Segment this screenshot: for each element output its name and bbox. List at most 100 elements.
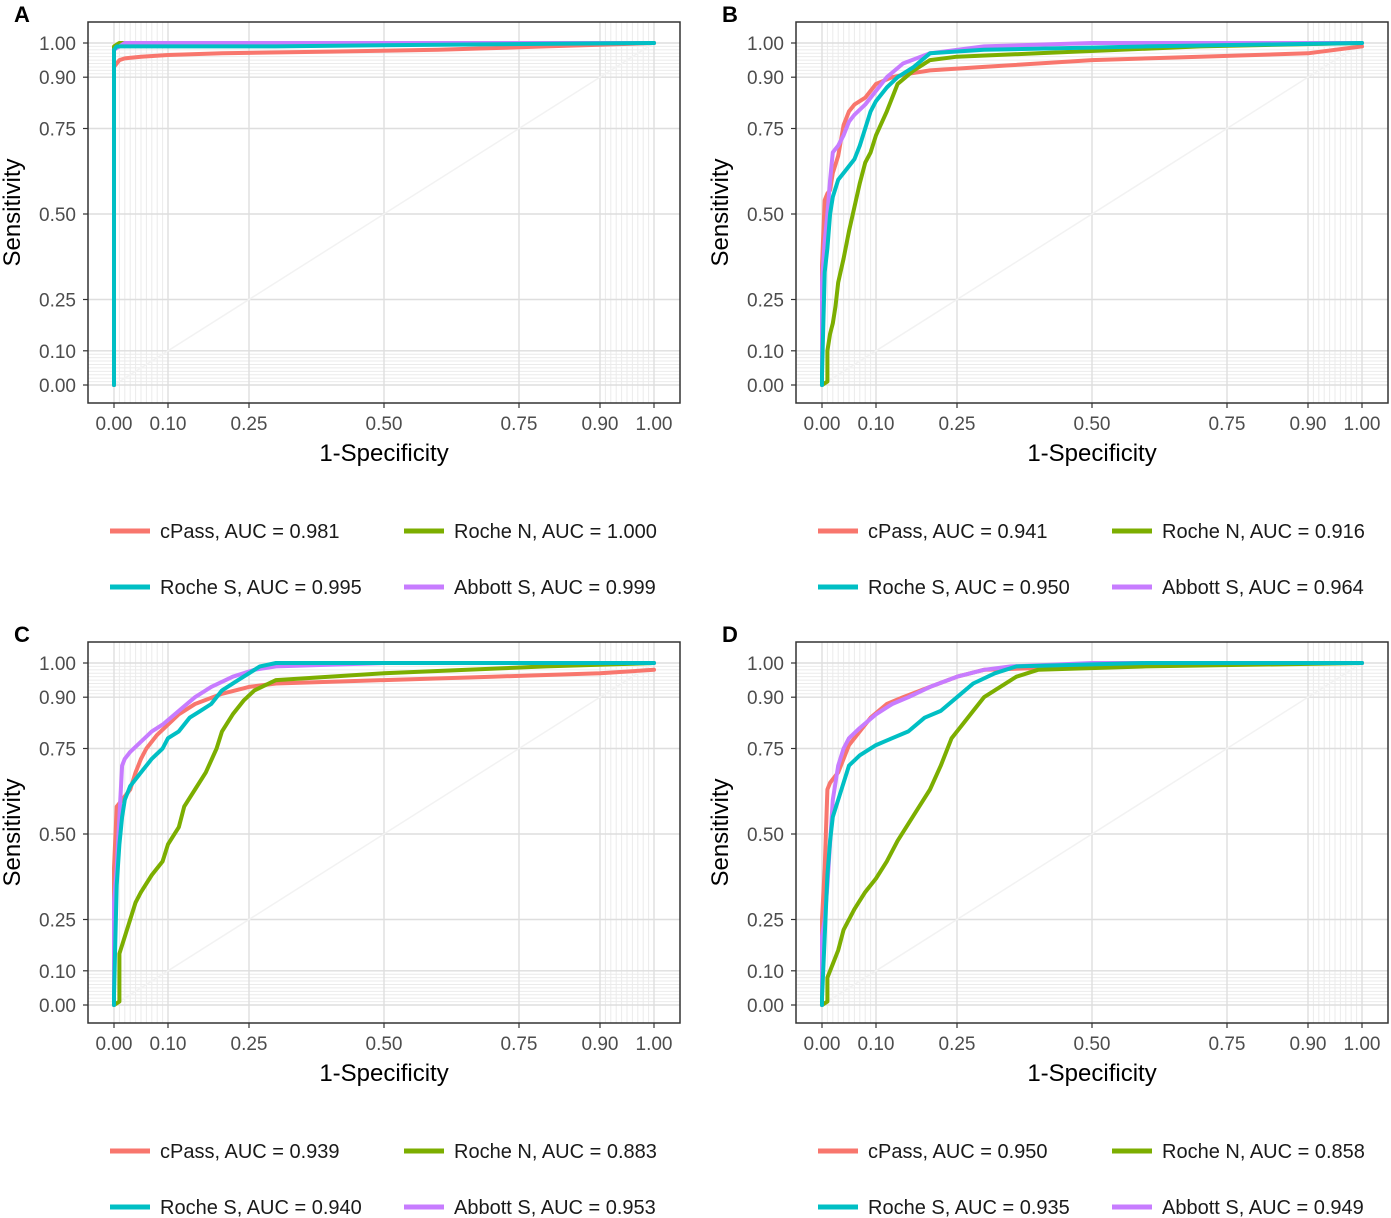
roc-curve-roche-n <box>820 41 1364 387</box>
y-tick-label: 0.10 <box>39 962 76 983</box>
y-tick-label: 0.75 <box>39 120 76 141</box>
x-axis-title: 1-Specificity <box>1027 440 1156 467</box>
y-axis-title: Sensitivity <box>707 778 734 886</box>
legend-label: cPass, AUC = 0.981 <box>160 521 340 543</box>
x-tick-label: 1.00 <box>1344 414 1381 435</box>
legend-label: Abbott S, AUC = 0.953 <box>454 1197 656 1218</box>
roc-curve-roche-s <box>112 41 656 387</box>
x-tick-label: 0.00 <box>804 1034 841 1055</box>
legend-label: cPass, AUC = 0.939 <box>160 1141 340 1163</box>
legend-label: cPass, AUC = 0.941 <box>868 521 1048 543</box>
panel-a: A 0.00 0.10 0.25 0.50 0.75 0.90 1.00 0.00 0.10 0.2… <box>0 2 681 599</box>
y-tick-label: 0.25 <box>39 911 76 932</box>
y-tick-label: 0.00 <box>747 376 784 397</box>
x-tick-label: 0.50 <box>366 414 403 435</box>
x-axis-title: 1-Specificity <box>1027 1060 1156 1087</box>
y-tick-label: 0.75 <box>747 120 784 141</box>
x-tick-label: 0.25 <box>939 414 976 435</box>
x-tick-label: 0.90 <box>582 414 619 435</box>
x-tick-label: 0.25 <box>231 414 268 435</box>
x-tick-label: 0.00 <box>804 414 841 435</box>
legend-label: Roche S, AUC = 0.950 <box>868 577 1070 599</box>
y-tick-label: 0.90 <box>747 688 784 709</box>
legend-label: Roche N, AUC = 1.000 <box>454 521 657 543</box>
x-tick-label: 0.75 <box>501 414 538 435</box>
legend-label: Abbott S, AUC = 0.949 <box>1162 1197 1364 1218</box>
x-tick-label: 0.10 <box>858 414 895 435</box>
x-tick-label: 0.10 <box>150 1034 187 1055</box>
roc-curve-roche-n <box>820 661 1364 1007</box>
x-tick-label: 0.90 <box>1290 1034 1327 1055</box>
x-tick-label: 0.75 <box>1209 1034 1246 1055</box>
y-tick-label: 0.90 <box>747 68 784 89</box>
panel-d: D 0.00 0.10 0.25 0.50 0.75 0.90 1.00 0.00 0.10 0.2… <box>707 622 1389 1218</box>
diagonal-reference <box>821 662 1363 1006</box>
panel-label: A <box>14 2 30 27</box>
panel-c: C 0.00 0.10 0.25 0.50 0.75 0.90 1.00 0.00 0.10 0.2… <box>0 622 681 1218</box>
panel-label: B <box>722 2 738 27</box>
x-tick-label: 0.00 <box>96 414 133 435</box>
x-tick-label: 1.00 <box>1344 1034 1381 1055</box>
y-axis-title: Sensitivity <box>0 158 26 266</box>
x-tick-label: 0.75 <box>1209 414 1246 435</box>
y-tick-label: 0.00 <box>747 996 784 1017</box>
x-tick-label: 0.25 <box>939 1034 976 1055</box>
x-axis-title: 1-Specificity <box>319 440 448 467</box>
legend-label: Roche N, AUC = 0.858 <box>1162 1141 1365 1163</box>
y-tick-label: 1.00 <box>39 654 76 675</box>
y-tick-label: 0.10 <box>39 342 76 363</box>
roc-curve-roche-s <box>112 661 656 1007</box>
y-tick-label: 1.00 <box>747 654 784 675</box>
x-axis-title: 1-Specificity <box>319 1060 448 1087</box>
x-tick-label: 0.90 <box>582 1034 619 1055</box>
y-axis-title: Sensitivity <box>707 158 734 266</box>
legend-label: Roche N, AUC = 0.916 <box>1162 521 1365 543</box>
y-tick-label: 0.50 <box>747 205 784 226</box>
y-tick-label: 0.25 <box>39 291 76 312</box>
x-tick-label: 0.90 <box>1290 414 1327 435</box>
x-tick-label: 0.00 <box>96 1034 133 1055</box>
y-tick-label: 0.25 <box>747 911 784 932</box>
x-tick-label: 0.10 <box>150 414 187 435</box>
y-tick-label: 0.50 <box>747 825 784 846</box>
roc-curve-cpass <box>112 41 656 387</box>
y-tick-label: 0.00 <box>39 996 76 1017</box>
roc-curve-roche-s <box>820 41 1364 387</box>
y-tick-label: 0.50 <box>39 825 76 846</box>
y-tick-label: 0.90 <box>39 68 76 89</box>
y-tick-label: 0.25 <box>747 291 784 312</box>
y-tick-label: 1.00 <box>39 34 76 55</box>
roc-curve-roche-n <box>112 661 656 1007</box>
legend-label: Abbott S, AUC = 0.964 <box>1162 577 1364 599</box>
x-tick-label: 1.00 <box>636 1034 673 1055</box>
panel-b: B 0.00 0.10 0.25 0.50 0.75 0.90 1.00 0.00 0.10 0.2… <box>707 2 1389 599</box>
legend-label: Abbott S, AUC = 0.999 <box>454 577 656 599</box>
panel-label: D <box>722 622 738 647</box>
diagonal-reference <box>113 662 655 1006</box>
legend-label: cPass, AUC = 0.950 <box>868 1141 1048 1163</box>
x-tick-label: 0.50 <box>366 1034 403 1055</box>
y-tick-label: 1.00 <box>747 34 784 55</box>
x-tick-label: 0.50 <box>1074 1034 1111 1055</box>
legend-label: Roche N, AUC = 0.883 <box>454 1141 657 1163</box>
y-tick-label: 0.50 <box>39 205 76 226</box>
x-tick-label: 0.50 <box>1074 414 1111 435</box>
roc-curve-roche-s <box>820 661 1364 1007</box>
y-tick-label: 0.10 <box>747 962 784 983</box>
legend-label: Roche S, AUC = 0.995 <box>160 577 362 599</box>
y-tick-label: 0.75 <box>747 740 784 761</box>
y-tick-label: 0.90 <box>39 688 76 709</box>
y-axis-title: Sensitivity <box>0 778 26 886</box>
y-tick-label: 0.00 <box>39 376 76 397</box>
y-tick-label: 0.75 <box>39 740 76 761</box>
y-tick-label: 0.10 <box>747 342 784 363</box>
legend-label: Roche S, AUC = 0.935 <box>868 1197 1070 1218</box>
x-tick-label: 0.10 <box>858 1034 895 1055</box>
x-tick-label: 0.75 <box>501 1034 538 1055</box>
diagonal-reference <box>821 42 1363 386</box>
panel-label: C <box>14 622 30 647</box>
x-tick-label: 0.25 <box>231 1034 268 1055</box>
diagonal-reference <box>113 42 655 386</box>
legend-label: Roche S, AUC = 0.940 <box>160 1197 362 1218</box>
